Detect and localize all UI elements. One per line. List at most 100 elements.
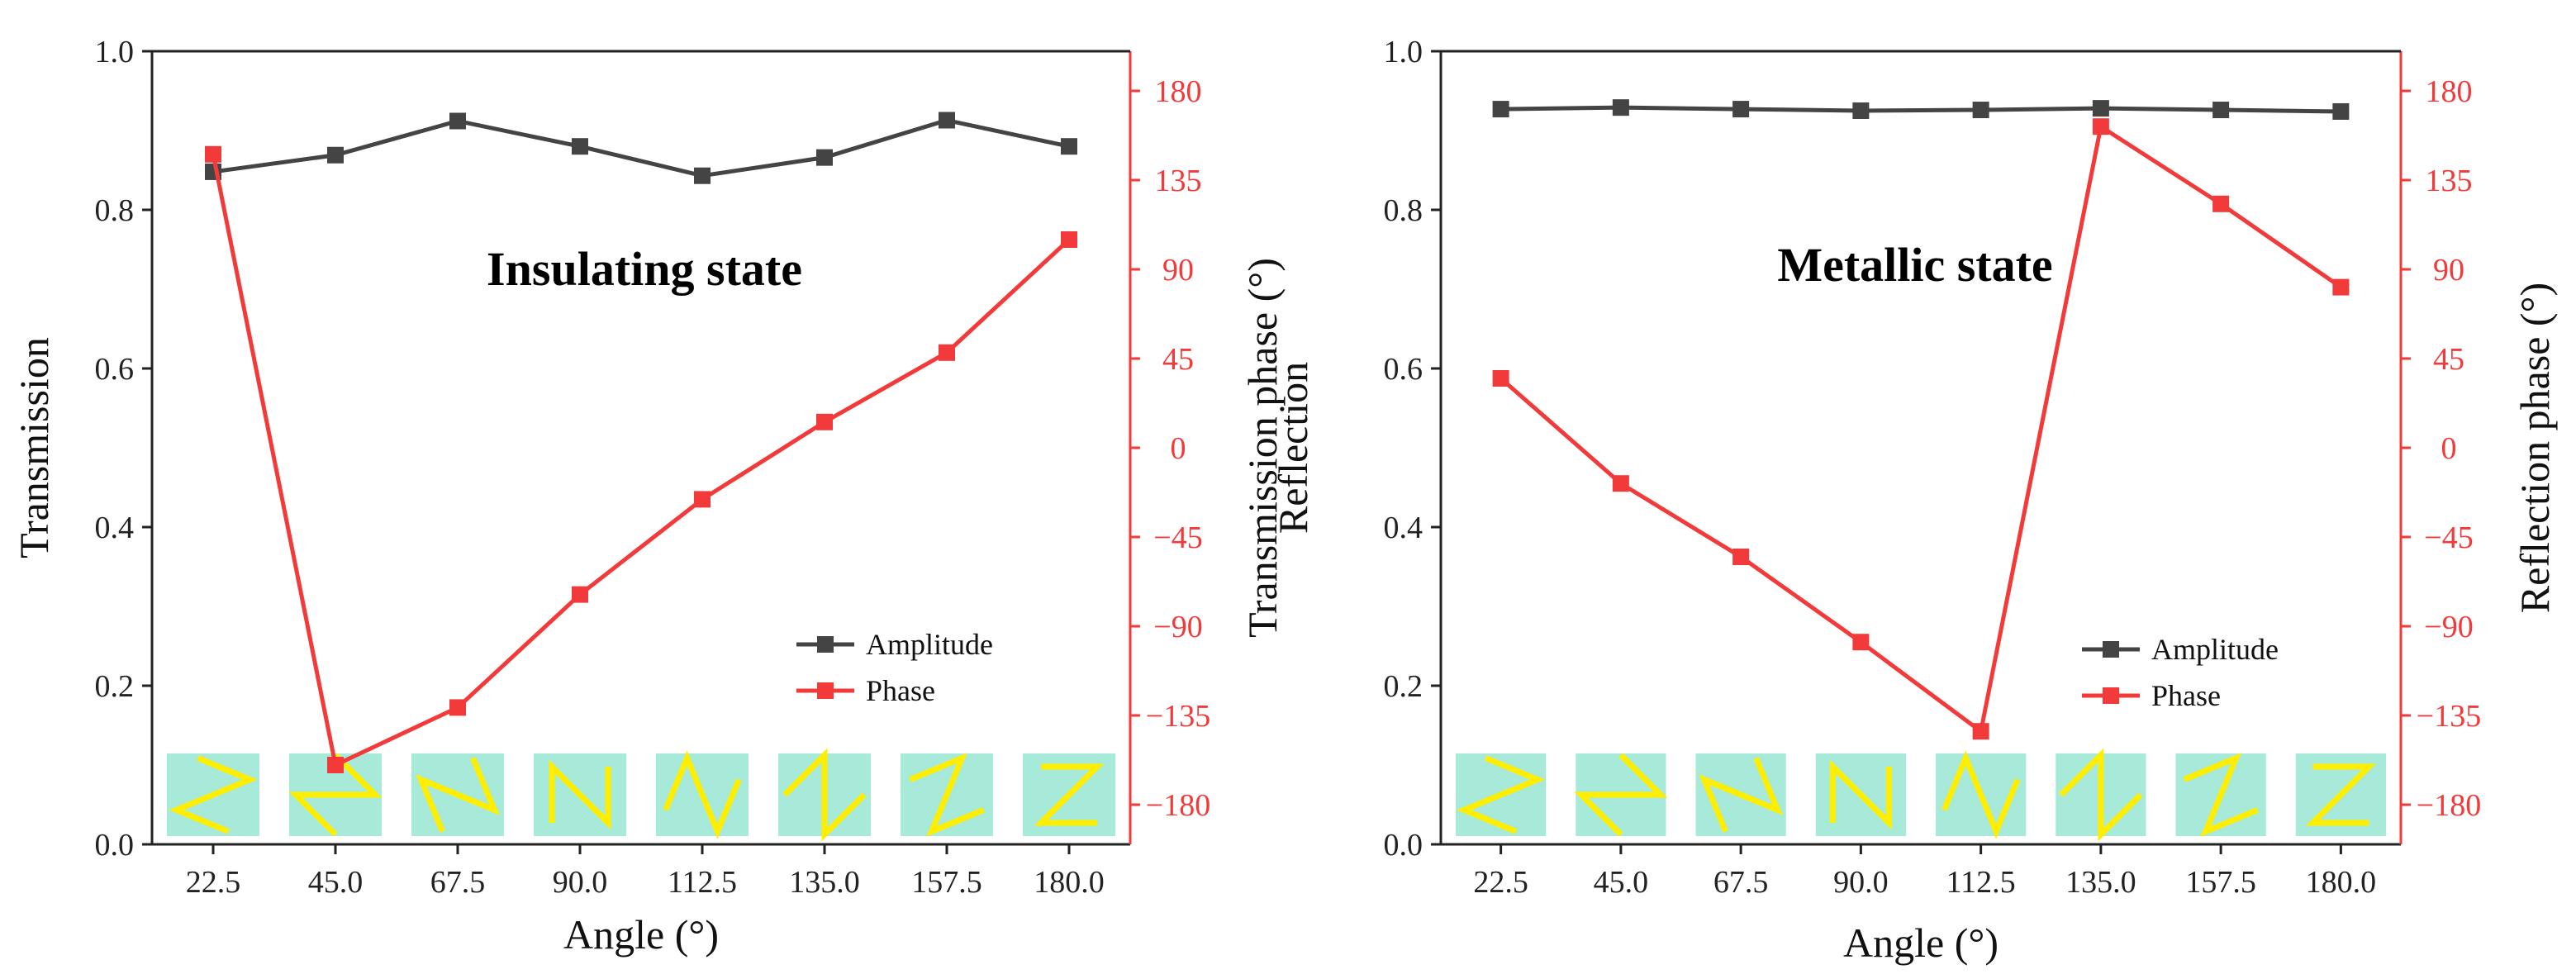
zigzag-icon xyxy=(909,753,985,837)
phase-data-point xyxy=(816,413,833,430)
phase-data-point xyxy=(939,344,955,361)
zigzag-icon xyxy=(2059,748,2143,842)
phase-data-point xyxy=(1972,723,1989,740)
legend-marker xyxy=(817,682,834,699)
amplitude-data-point xyxy=(1612,99,1629,116)
left-tick-label: 0.6 xyxy=(1384,352,1423,387)
amplitude-data-point xyxy=(694,167,711,184)
amplitude-data-point xyxy=(449,112,466,130)
category-tick-label: 157.5 xyxy=(911,865,982,900)
right-tick-label: −45 xyxy=(2424,520,2473,555)
zigzag-icon xyxy=(288,753,383,837)
amplitude-data-point xyxy=(1732,101,1750,118)
category-tick-label: 112.5 xyxy=(668,865,737,900)
unit-cell-tile xyxy=(1456,753,1547,836)
right-tick-label: −90 xyxy=(1153,610,1202,644)
phase-data-point xyxy=(572,586,588,603)
zigzag-icon xyxy=(549,759,611,830)
category-tick-label: 90.0 xyxy=(553,865,608,900)
phase-series-line xyxy=(211,154,1071,768)
right-tick-label: 90 xyxy=(1162,253,1194,288)
amplitude-data-point xyxy=(1061,138,1077,155)
left-tick-label: 0.2 xyxy=(95,669,135,704)
legend-marker xyxy=(2103,687,2119,704)
legend: Amplitude Phase xyxy=(2082,633,2279,712)
unit-cell-tile xyxy=(1574,753,1668,837)
category-tick-label: 67.5 xyxy=(1713,865,1769,900)
right-tick-label: 45 xyxy=(1162,342,1194,377)
zigzag-icon xyxy=(1699,757,1784,833)
right-tick-label: 135 xyxy=(2426,164,2473,198)
unit-cell-tile xyxy=(411,753,504,836)
unit-cell-tile xyxy=(2175,753,2266,837)
right-tick-label: 135 xyxy=(1155,164,1202,198)
unit-cell-tile xyxy=(901,753,993,837)
zigzag-icon xyxy=(169,755,258,834)
left-tick-label: 0.8 xyxy=(95,193,135,228)
right-tick-label: −180 xyxy=(2417,788,2481,823)
legend-marker xyxy=(2103,641,2119,658)
category-tick-label: 45.0 xyxy=(1594,865,1649,900)
right-tick-label: −180 xyxy=(1146,788,1210,823)
unit-cell-tile xyxy=(167,753,259,836)
phase-data-point xyxy=(205,145,221,163)
state-annotation: Insulating state xyxy=(487,242,802,296)
amplitude-data-point xyxy=(939,112,955,129)
left-tick-label: 0.4 xyxy=(1384,511,1423,545)
zigzag-icon xyxy=(782,748,867,842)
category-tick-label: 112.5 xyxy=(1946,865,2016,900)
category-tick-label: 180.0 xyxy=(1034,865,1105,900)
unit-cell-tile xyxy=(656,750,749,839)
x-axis-title: Angle (°) xyxy=(1843,920,1999,966)
category-tick-label: 22.5 xyxy=(1473,865,1528,900)
left-tick-label: 0.8 xyxy=(1384,193,1423,228)
category-tick-label: 157.5 xyxy=(2185,865,2256,900)
phase-data-point xyxy=(1852,634,1870,651)
left-tick-label: 0.2 xyxy=(1384,669,1423,704)
chart-panel-2: 0.0 0.2 0.4 0.6 0.8 1.0 180 135 90 45 0 −45 −90 −135 −… xyxy=(1270,35,2558,966)
phase-data-point xyxy=(1612,475,1629,492)
category-tick-label: 135.0 xyxy=(789,865,860,900)
left-tick-label: 0.0 xyxy=(1384,828,1423,863)
y-axis-title: Reflection xyxy=(1270,362,1316,534)
amplitude-data-point xyxy=(572,138,588,155)
category-tick-label: 45.0 xyxy=(308,865,364,900)
left-tick-label: 1.0 xyxy=(95,35,135,69)
zigzag-icon xyxy=(1034,763,1105,826)
legend-label: Amplitude xyxy=(2151,633,2279,666)
y2-axis-title: Reflection phase (°) xyxy=(2512,283,2558,613)
right-tick-label: −45 xyxy=(1153,520,1202,555)
right-tick-label: 90 xyxy=(2433,253,2464,288)
amplitude-data-point xyxy=(816,149,833,166)
x-axis-title: Angle (°) xyxy=(563,911,719,958)
phase-data-point xyxy=(694,491,711,508)
unit-cell-tile xyxy=(1695,753,1786,836)
category-tick-label: 135.0 xyxy=(2065,865,2136,900)
amplitude-data-point xyxy=(1492,101,1509,118)
category-tick-label: 90.0 xyxy=(1833,865,1889,900)
amplitude-data-point xyxy=(1972,102,1989,119)
unit-cell-tile xyxy=(1023,753,1115,836)
legend-label: Phase xyxy=(2151,679,2221,712)
unit-cell-tile xyxy=(2295,753,2386,836)
legend-marker xyxy=(817,636,834,653)
left-tick-label: 0.4 xyxy=(95,511,135,545)
right-tick-label: 180 xyxy=(2426,74,2473,109)
left-tick-label: 0.0 xyxy=(95,828,135,863)
legend-label: Phase xyxy=(866,674,935,707)
state-annotation: Metallic state xyxy=(1777,238,2052,292)
unit-cell-tile xyxy=(1815,753,1906,836)
category-tick-label: 22.5 xyxy=(186,865,241,900)
left-tick-label: 0.6 xyxy=(95,352,135,387)
unit-cell-tile xyxy=(2056,748,2146,842)
amplitude-series-line xyxy=(212,117,1070,178)
amplitude-data-point xyxy=(2092,100,2109,117)
y2-axis-title: Transmission phase (°) xyxy=(1239,258,1286,638)
phase-data-point xyxy=(449,699,466,716)
zigzag-icon xyxy=(1941,750,2021,839)
chart-panel-1: 0.0 0.2 0.4 0.6 0.8 1.0 180 135 90 45 0 −45 −90 −135 −… xyxy=(11,35,1286,958)
phase-series-line xyxy=(1499,123,2342,735)
left-tick-label: 1.0 xyxy=(1384,35,1423,69)
amplitude-data-point xyxy=(1852,102,1870,119)
